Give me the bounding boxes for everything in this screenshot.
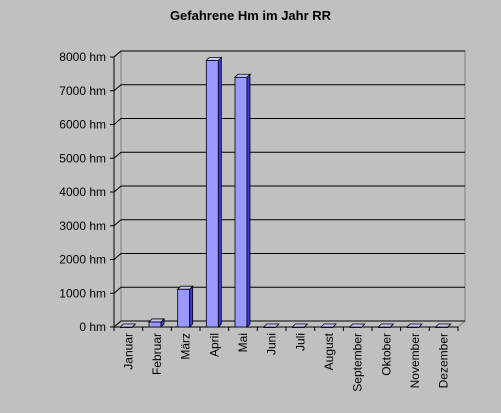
gridline <box>113 253 465 260</box>
gridline <box>113 50 465 58</box>
chart-title: Gefahrene Hm im Jahr RR <box>169 8 332 23</box>
y-tick-label: 5000 hm <box>59 151 106 165</box>
bar-mai-side <box>246 73 251 328</box>
bar-november-top <box>406 323 423 328</box>
x-tick-label-mai: Mai <box>236 333 250 352</box>
bar-juli-top <box>291 323 309 328</box>
y-tick-label: 3000 hm <box>59 219 106 233</box>
y-tick-label: 4000 hm <box>59 185 106 199</box>
x-tick-label-juli: Juli <box>293 333 307 351</box>
y-tick-label: 0 hm <box>79 320 106 334</box>
gridline <box>113 320 465 328</box>
bar-september-top <box>348 323 366 328</box>
x-tick-label-februar: Februar <box>150 333 164 375</box>
bar-februar <box>148 321 162 328</box>
y-tick-label: 7000 hm <box>59 84 106 98</box>
x-tick-label-oktober: Oktober <box>379 333 393 376</box>
bar-august-top <box>320 323 337 328</box>
x-tick-label-september: September <box>351 333 365 392</box>
bar-märz <box>177 288 191 328</box>
bar-oktober-top <box>377 323 395 328</box>
bar-april-top <box>205 56 223 61</box>
x-tick-label-märz: März <box>179 333 193 360</box>
x-tick-label-april: April <box>207 333 221 357</box>
bar-februar-top <box>148 318 165 323</box>
bar-mai <box>234 76 248 328</box>
bar-mai-top <box>234 73 251 78</box>
bar-januar-top <box>119 323 137 328</box>
gridline <box>113 185 465 193</box>
bar-april <box>205 59 219 328</box>
gridline <box>113 118 465 125</box>
bar-märz-side <box>189 285 194 328</box>
gridline <box>113 84 465 92</box>
x-tick-label-november: November <box>408 333 422 388</box>
x-tick-label-januar: Januar <box>121 333 135 370</box>
y-tick-label: 1000 hm <box>59 286 106 300</box>
bar-april-side <box>217 56 222 328</box>
y-tick-label: 6000 hm <box>59 118 106 132</box>
y-tick-label: 8000 hm <box>59 50 106 64</box>
y-tick-label: 2000 hm <box>59 253 106 267</box>
x-tick-label-dezember: Dezember <box>437 333 451 388</box>
bar-juni-top <box>262 323 280 328</box>
bar-märz-top <box>176 285 194 290</box>
bar-dezember-top <box>434 323 452 328</box>
x-tick-label-juni: Juni <box>265 333 279 355</box>
x-tick-label-august: August <box>322 332 336 370</box>
gridline <box>113 219 465 227</box>
gridline <box>113 151 465 159</box>
gridline <box>113 286 465 294</box>
